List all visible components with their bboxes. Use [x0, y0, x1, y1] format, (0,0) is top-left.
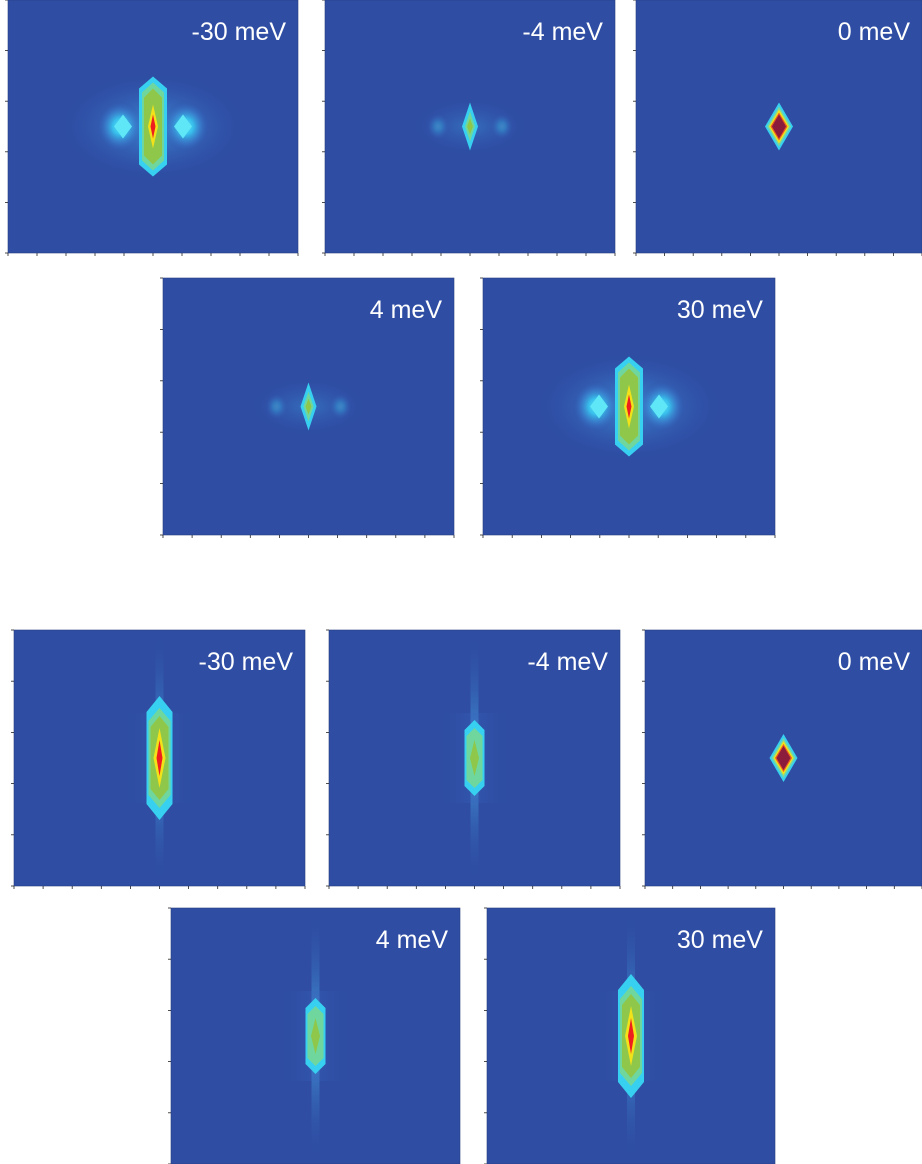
panel-bottom-3: 4 meV — [168, 907, 461, 1164]
energy-label: 0 meV — [838, 18, 911, 46]
side-lobe — [490, 112, 514, 141]
energy-label: -4 meV — [522, 18, 603, 46]
heatmap-content — [119, 633, 200, 883]
side-lobe — [328, 392, 353, 421]
side-lobe-core — [650, 394, 668, 419]
panel-top-4: 30 meV — [480, 277, 776, 538]
peak-contour-red — [156, 740, 163, 776]
peak-contour-green — [305, 398, 312, 415]
panel-top-0: -30 meV — [5, 0, 299, 256]
heatmap-content — [769, 734, 798, 782]
panel-top-2: 0 meV — [633, 0, 922, 256]
peak-contour-green — [470, 740, 479, 776]
peak-contour-red — [626, 394, 632, 419]
panel-bottom-2: 0 meV — [642, 629, 922, 889]
energy-label: 4 meV — [370, 296, 443, 324]
peak-contour-green — [467, 118, 473, 135]
heatmap-content — [434, 633, 515, 883]
side-lobe-core — [174, 114, 192, 139]
side-lobe-core — [590, 394, 608, 419]
peak-contour-darkred — [772, 114, 786, 139]
energy-label: 0 meV — [838, 648, 911, 676]
side-lobe — [426, 112, 450, 141]
peak-contour-red — [150, 114, 156, 139]
heatmap-content — [765, 102, 793, 151]
energy-label: 30 meV — [677, 926, 763, 954]
peak-contour-green — [311, 1018, 320, 1054]
energy-label: -4 meV — [527, 648, 608, 676]
energy-label: -30 meV — [199, 648, 294, 676]
panel-frame — [486, 907, 776, 1164]
panel-bottom-1: -4 meV — [326, 629, 621, 889]
peak-contour-darkred — [776, 746, 791, 770]
peak-contour-red — [628, 1018, 634, 1054]
panel-top-3: 4 meV — [160, 277, 455, 538]
energy-label: 30 meV — [677, 296, 763, 324]
panel-bottom-4: 30 meV — [484, 907, 776, 1164]
heatmap-content — [591, 911, 671, 1161]
side-lobe-core — [114, 114, 132, 139]
heatmap-content — [248, 376, 369, 437]
heatmap-content — [534, 351, 724, 462]
heatmap-content — [275, 911, 356, 1161]
panel-frame — [170, 907, 461, 1164]
heatmap-content — [410, 96, 530, 157]
panel-bottom-0: -30 meV — [11, 629, 306, 889]
side-lobe — [264, 392, 289, 421]
energy-label: -30 meV — [192, 18, 287, 46]
energy-label: 4 meV — [376, 926, 449, 954]
heatmap-content — [58, 71, 248, 182]
panel-top-1: -4 meV — [322, 0, 616, 256]
